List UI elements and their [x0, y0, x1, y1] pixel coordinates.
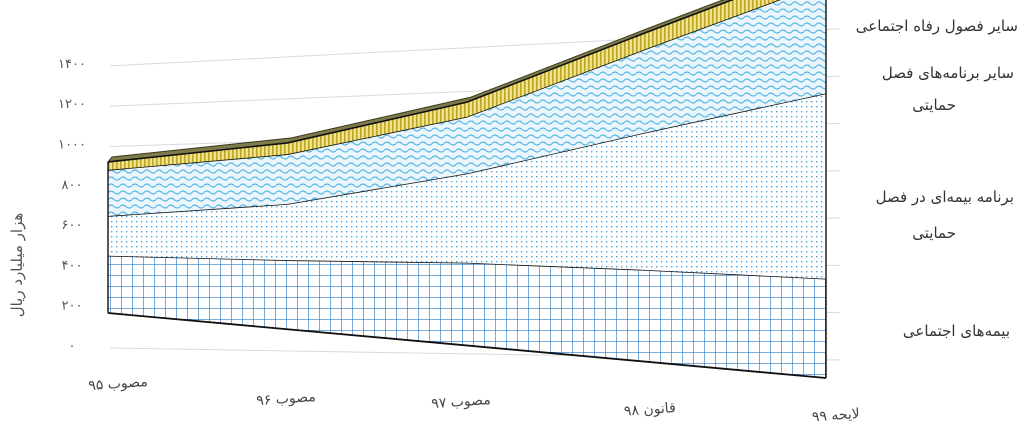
legend-label: سایر برنامه‌های فصل — [882, 64, 1014, 82]
legend-item: برنامه بیمه‌ای در فصل حمایتی — [876, 188, 1014, 242]
area-series — [106, 0, 827, 379]
y-tick-label: ۰ — [69, 339, 76, 354]
area-series-edge — [107, 0, 735, 163]
x-tick-label: لایحه ۹۹ — [811, 406, 860, 425]
x-tick-label: مصوب ۹۷ — [431, 392, 492, 412]
y-tick-label: ۴۰۰ — [62, 258, 83, 273]
y-axis-title: هزار میلیارد ریال — [8, 213, 26, 318]
legend-item: بیمه‌های اجتماعی — [903, 322, 1010, 340]
y-tick-label: ۱۲۰۰ — [58, 97, 86, 112]
area-series-2 — [108, 93, 826, 279]
x-tick-label: مصوب ۹۵ — [88, 374, 149, 394]
area-series-3 — [108, 0, 826, 217]
legend-label: حمایتی — [912, 224, 956, 242]
x-tick-label: قانون ۹۸ — [623, 400, 676, 420]
legend: سایر فصول رفاه اجتماعی سایر برنامه‌های فص… — [856, 17, 1018, 340]
y-tick-label: ۱۰۰۰ — [58, 138, 86, 153]
y-tick-label: ۶۰۰ — [62, 218, 83, 233]
legend-label: برنامه بیمه‌ای در فصل — [876, 188, 1014, 206]
axis-labels: ۰ ۲۰۰ ۴۰۰ ۶۰۰ ۸۰۰ ۱۰۰۰ ۱۲۰۰ ۱۴۰۰ مصوب ۹۵ مصوب ۹۶ م… — [8, 57, 860, 425]
legend-item: سایر فصول رفاه اجتماعی — [856, 17, 1018, 35]
y-tick-label: ۸۰۰ — [62, 178, 83, 193]
area-series-1 — [108, 255, 826, 378]
legend-item: سایر برنامه‌های فصل حمایتی — [882, 64, 1014, 114]
legend-label: سایر فصول رفاه اجتماعی — [856, 17, 1018, 35]
legend-label: بیمه‌های اجتماعی — [903, 322, 1010, 340]
x-tick-label: مصوب ۹۶ — [256, 389, 317, 409]
area-series-4 — [108, 0, 779, 170]
y-tick-label: ۱۴۰۰ — [58, 57, 86, 72]
floor-edge — [107, 312, 827, 379]
y-tick-label: ۲۰۰ — [62, 299, 83, 314]
legend-label: حمایتی — [912, 96, 956, 114]
